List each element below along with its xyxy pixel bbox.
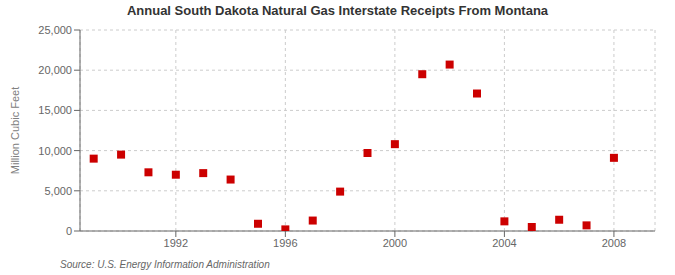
svg-text:1992: 1992 xyxy=(164,237,188,249)
svg-text:0: 0 xyxy=(66,225,72,237)
svg-text:15,000: 15,000 xyxy=(38,104,72,116)
html-text:Source: U.S. Energy Informatio: Source: U.S. Energy Information Administ… xyxy=(60,259,270,270)
svg-text:2004: 2004 xyxy=(492,237,516,249)
html-text:Annual South Dakota Natural Ga: Annual South Dakota Natural Gas Intersta… xyxy=(126,3,549,18)
svg-text:25,000: 25,000 xyxy=(38,24,72,36)
svg-text:10,000: 10,000 xyxy=(38,145,72,157)
svg-text:20,000: 20,000 xyxy=(38,64,72,76)
svg-text:2008: 2008 xyxy=(602,237,626,249)
svg-text:1996: 1996 xyxy=(273,237,297,249)
svg-text:2000: 2000 xyxy=(383,237,407,249)
svg-text:5,000: 5,000 xyxy=(44,185,72,197)
svg-text:Million Cubic Feet: Million Cubic Feet xyxy=(9,87,21,174)
